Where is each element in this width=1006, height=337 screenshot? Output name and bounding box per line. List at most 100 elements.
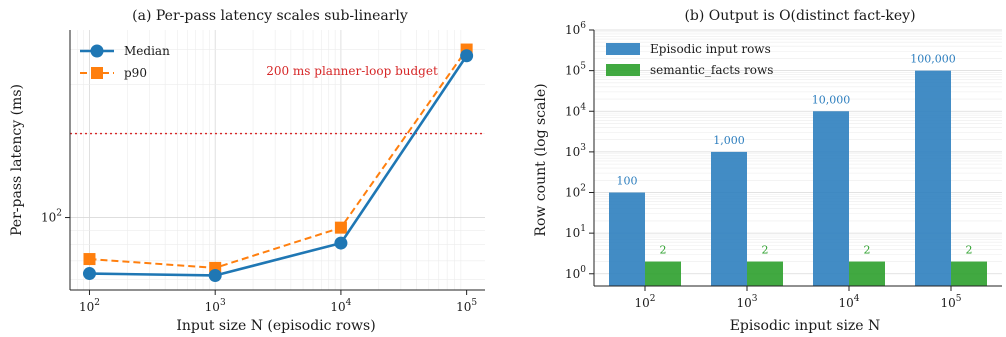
panel-a-latency-chart: (a) Per-pass latency scales sub-linearly… (9, 8, 485, 334)
panel-b-y-tick-label-exponent: 3 (580, 143, 586, 153)
bar-1-1 (747, 261, 783, 286)
panel-a-spines (69, 30, 485, 291)
panel-a-x-tick-label-exponent: 4 (346, 298, 352, 308)
panel-a-x-tick-label: 104 (330, 298, 351, 314)
panel-a-legend: Median p90 (80, 44, 170, 80)
data-point-p90 (334, 221, 347, 234)
panel-b-x-tick-label-base: 10 (736, 296, 751, 310)
legend-entry-median: Median (80, 44, 170, 58)
panel-a-y-tick-label-base: 10 (41, 211, 56, 225)
data-label-1-2: 2 (864, 244, 871, 257)
bar-1-0 (645, 261, 681, 286)
panel-b-x-tick-label: 103 (736, 294, 757, 310)
panel-b-x-tick-label-exponent: 4 (854, 294, 860, 304)
panel-a-x-tick-label-base: 10 (330, 300, 345, 314)
panel-a-y-axis-label: Per-pass latency (ms) (9, 84, 25, 236)
panel-a-x-axis-label: Input size N (episodic rows) (176, 318, 375, 334)
panel-b-y-tick-label-exponent: 5 (580, 62, 586, 72)
panel-a-reference-label: 200 ms planner-loop budget (266, 64, 438, 78)
panel-b-y-axis-label: Row count (log scale) (533, 83, 549, 236)
panel-b-legend: Episodic input rows semantic_facts rows (606, 42, 773, 77)
legend-swatch-marker (91, 67, 103, 79)
data-point-median (82, 267, 96, 281)
bar-0-0 (609, 192, 645, 286)
data-label-0-3: 100,000 (910, 53, 956, 66)
panel-b-y-tick-label: 100 (565, 265, 586, 281)
panel-b-y-tick-label-base: 10 (565, 226, 580, 240)
bar-0-2 (813, 111, 849, 286)
panel-b-y-tick-label-base: 10 (565, 186, 580, 200)
legend-label-b-1: semantic_facts rows (650, 63, 773, 77)
panel-a-series (82, 43, 474, 282)
bar-1-3 (951, 261, 987, 286)
data-label-0-1: 1,000 (713, 134, 745, 147)
panel-b-title: (b) Output is O(distinct fact-key) (684, 8, 915, 24)
bar-series-0: 100 1,000 10,000 100,000 (609, 53, 956, 286)
bar-0-1 (711, 151, 747, 286)
panel-b-x-tick-label: 104 (838, 294, 859, 310)
panel-b-x-tick-label: 105 (940, 294, 961, 310)
legend-label-b-0: Episodic input rows (650, 42, 771, 56)
data-label-1-0: 2 (660, 244, 667, 257)
series-line-p90 (89, 48, 468, 269)
panel-b-x-tick-label-exponent: 5 (956, 294, 962, 304)
panel-b-y-tick-label-base: 10 (565, 267, 580, 281)
panel-b-output-chart: (b) Output is O(distinct fact-key) 1001,… (533, 8, 1002, 334)
data-point-median (460, 49, 474, 63)
panel-b-y-tick-label-base: 10 (565, 104, 580, 118)
panel-b-spines (593, 30, 1002, 287)
panel-b-y-tick-label: 101 (565, 224, 586, 240)
panel-b-y-tick-label: 106 (565, 21, 586, 37)
panel-b-x-axis-label: Episodic input size N (730, 318, 881, 334)
panel-b-y-tick-label: 105 (565, 62, 586, 78)
panel-a-title: (a) Per-pass latency scales sub-linearly (132, 8, 408, 24)
data-point-p90 (83, 253, 96, 266)
panel-a-x-tick-label-exponent: 3 (220, 298, 226, 308)
legend-entry-b-1: semantic_facts rows (606, 63, 773, 77)
legend-entry-b-0: Episodic input rows (606, 42, 771, 56)
panel-b-x-tick-label-base: 10 (838, 296, 853, 310)
panel-b-x-tick-label-exponent: 2 (650, 294, 656, 304)
panel-a-grid (69, 30, 485, 290)
legend-label-p90: p90 (124, 66, 147, 80)
panel-a-y-tick-label-exponent: 2 (56, 209, 62, 219)
panel-a-y-tick-label: 102 (41, 209, 62, 225)
panel-b-x-tick-label-base: 10 (940, 296, 955, 310)
data-label-1-1: 2 (762, 244, 769, 257)
panel-a-x-tick-label: 102 (79, 298, 100, 314)
legend-label-median: Median (124, 44, 170, 58)
panel-b-y-tick-label-exponent: 4 (580, 102, 586, 112)
panel-b-x-tick-label-exponent: 3 (752, 294, 758, 304)
panel-b-y-tick-label: 102 (565, 184, 586, 200)
panel-a-x-tick-label-exponent: 5 (471, 298, 477, 308)
series-line-median (89, 55, 468, 277)
data-point-median (208, 268, 222, 282)
panel-a-x-tick-label-exponent: 2 (94, 298, 100, 308)
bar-series-1: 2 2 2 2 (645, 244, 987, 286)
legend-swatch-b-0 (606, 43, 640, 55)
panel-a-x-tick-label: 105 (456, 298, 477, 314)
bar-1-2 (849, 261, 885, 286)
panel-b-y-tick-label-base: 10 (565, 64, 580, 78)
panel-a-x-tick-label-base: 10 (205, 300, 220, 314)
data-point-median (334, 236, 348, 250)
panel-b-y-tick-label: 104 (565, 102, 586, 118)
legend-entry-p90: p90 (80, 66, 147, 80)
panel-b-y-tick-label: 103 (565, 143, 586, 159)
panel-b-bars: 100 1,000 10,000 100,000 2 2 2 2 (609, 53, 987, 286)
panel-b-y-tick-label-base: 10 (565, 145, 580, 159)
panel-a-x-tick-label-base: 10 (456, 300, 471, 314)
panel-b-x-tick-label: 102 (634, 294, 655, 310)
series-median (82, 49, 474, 282)
panel-b-title-text: (b) Output is O(distinct fact-key) (684, 8, 915, 24)
data-label-0-0: 100 (617, 175, 638, 188)
panel-a-x-tick-label: 103 (205, 298, 226, 314)
legend-swatch-b-1 (606, 64, 640, 76)
panel-b-x-tick-label-base: 10 (634, 296, 649, 310)
panel-a-x-tick-label-base: 10 (79, 300, 94, 314)
panel-b-y-tick-label-exponent: 0 (580, 265, 586, 275)
data-label-0-2: 10,000 (812, 93, 851, 106)
data-label-1-3: 2 (966, 244, 973, 257)
